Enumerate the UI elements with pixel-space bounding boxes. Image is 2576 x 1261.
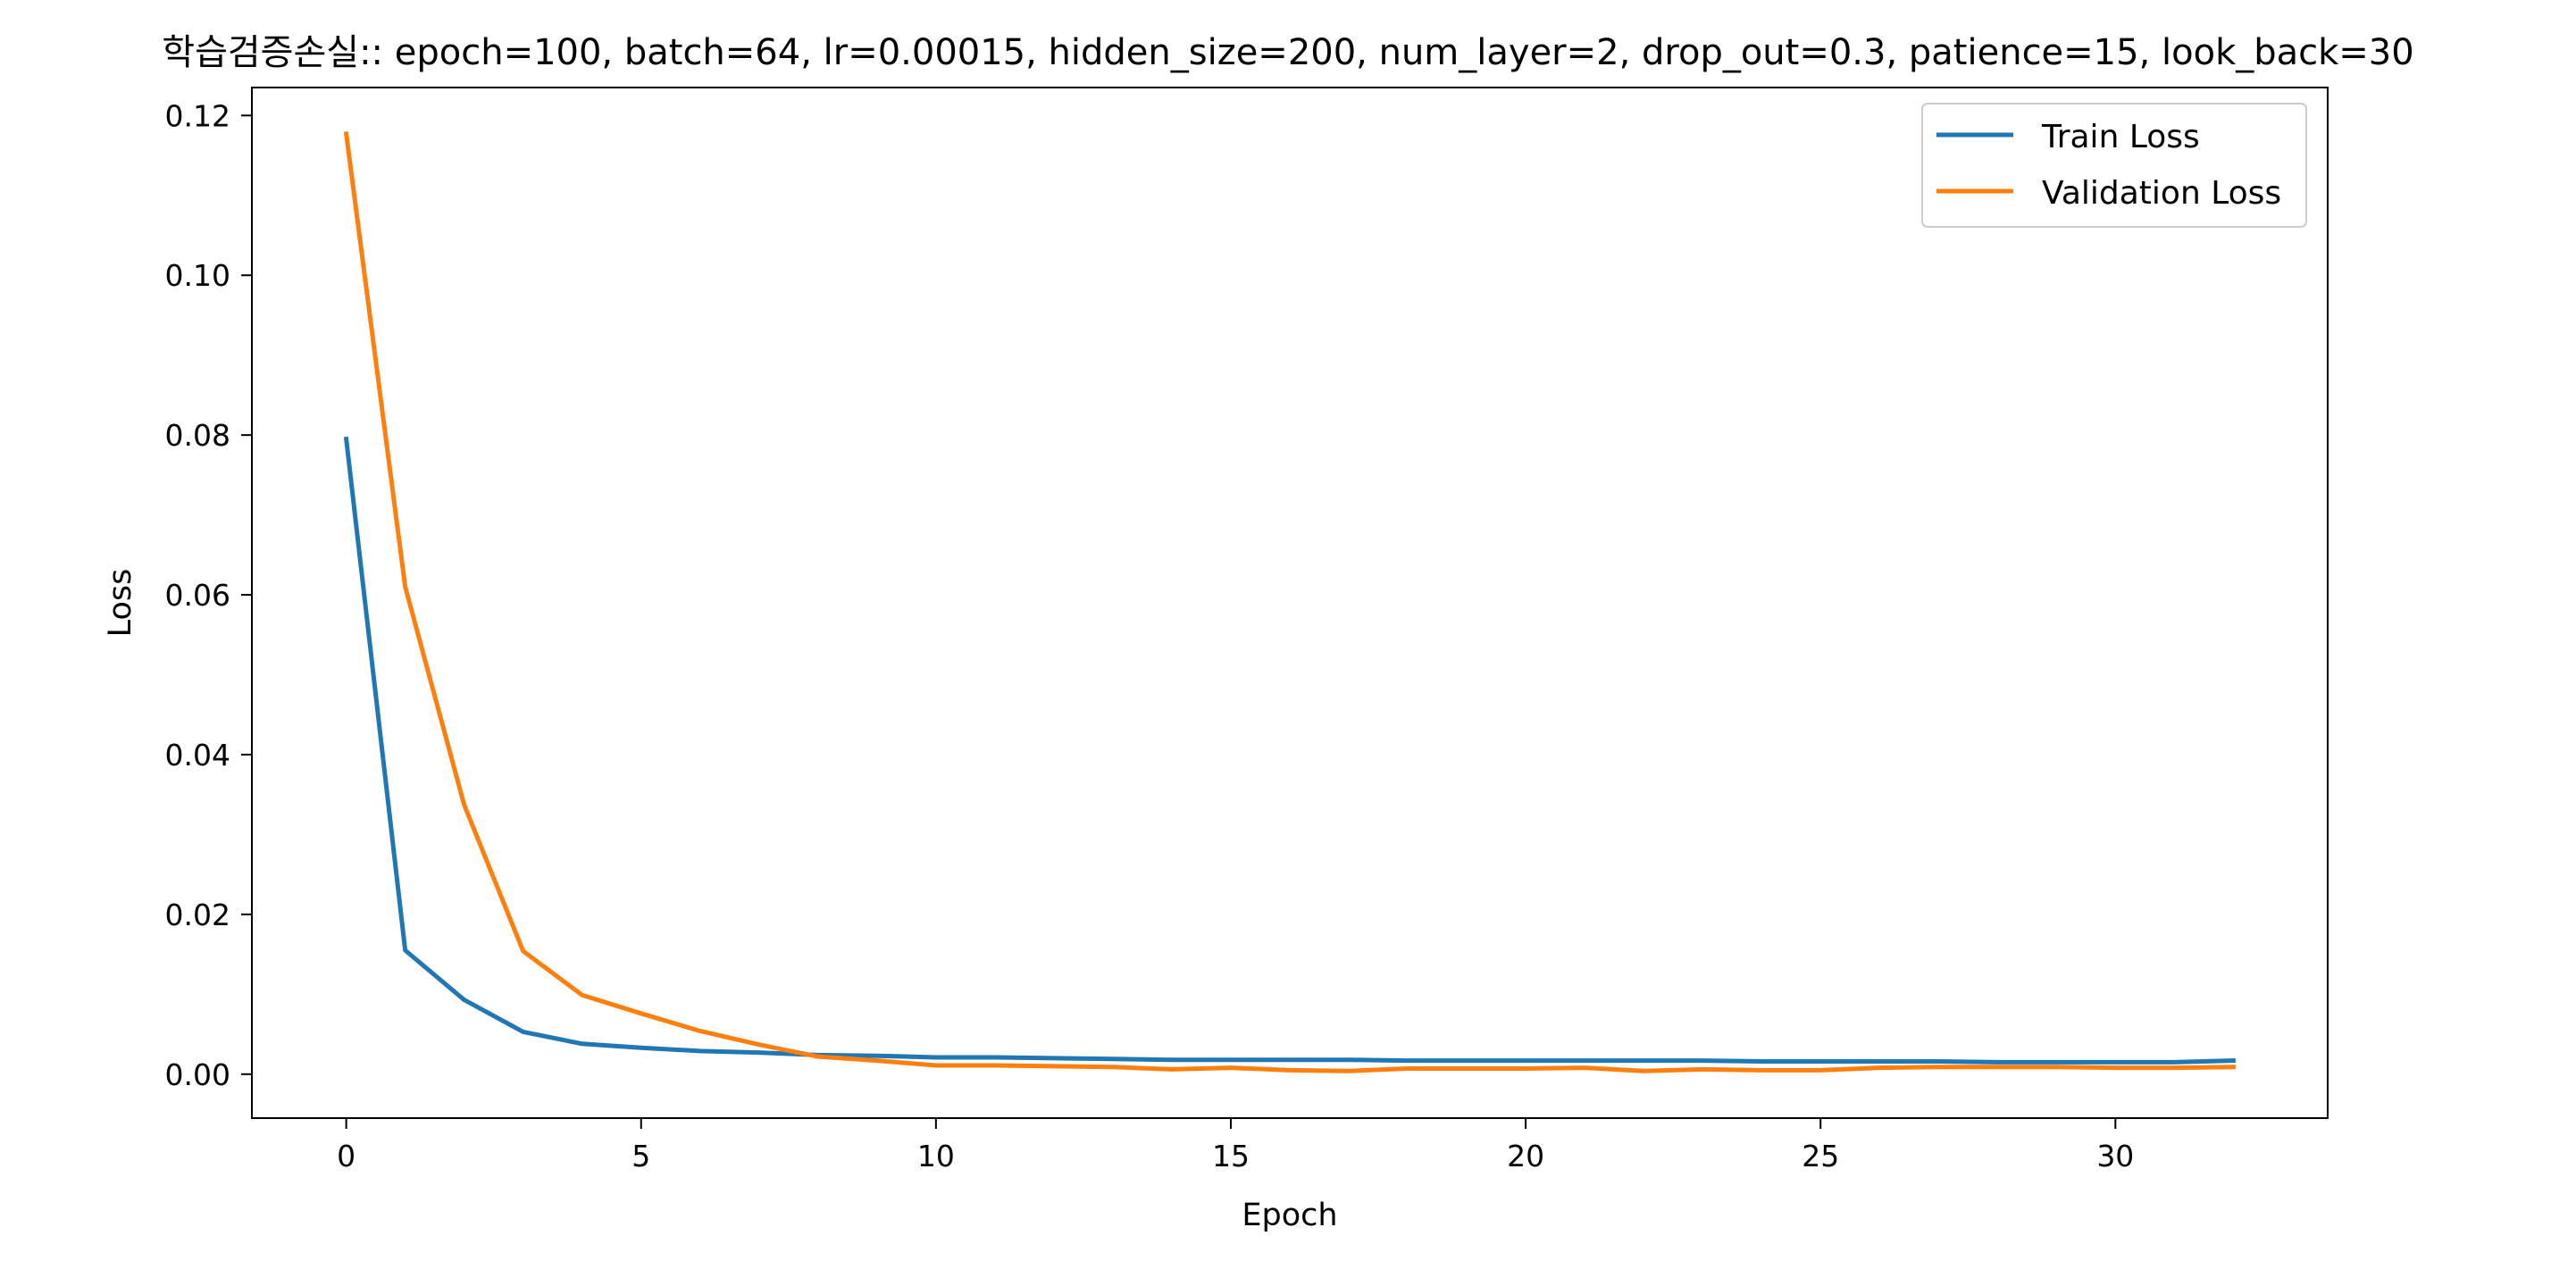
y-tick-label: 0.04 — [165, 738, 230, 772]
plot-area — [251, 87, 2329, 1119]
x-tick-label: 30 — [2096, 1139, 2134, 1173]
y-axis-label: Loss — [103, 569, 138, 638]
x-axis: 0 5 10 15 20 25 30 — [337, 1118, 2134, 1173]
chart-title: 학습검증손실:: epoch=100, batch=64, lr=0.00015… — [162, 32, 2413, 73]
y-tick-label: 0.08 — [165, 418, 230, 453]
y-tick-label: 0.06 — [165, 578, 230, 613]
legend-label-validation-loss: Validation Loss — [2042, 175, 2281, 212]
x-tick-label: 20 — [1507, 1139, 1544, 1173]
y-tick-label: 0.10 — [165, 258, 230, 293]
x-tick-label: 10 — [917, 1139, 955, 1173]
x-tick-label: 0 — [337, 1139, 355, 1173]
y-axis: 0.00 0.02 0.04 0.06 0.08 0.10 0.12 — [165, 98, 252, 1092]
series-line-validation-loss — [343, 131, 2236, 1073]
series-line-train-loss — [343, 436, 2236, 1065]
series-group — [343, 131, 2236, 1073]
x-axis-label: Epoch — [1242, 1198, 1337, 1233]
x-tick-label: 5 — [631, 1139, 650, 1173]
y-tick-label: 0.12 — [165, 98, 230, 133]
x-tick-label: 15 — [1212, 1139, 1250, 1173]
y-tick-label: 0.02 — [165, 898, 230, 932]
legend-label-train-loss: Train Loss — [2041, 119, 2200, 155]
y-tick-label: 0.00 — [165, 1057, 230, 1092]
legend-box — [1921, 103, 2307, 228]
x-tick-label: 25 — [1802, 1139, 1839, 1173]
legend: Train Loss Validation Loss — [1921, 103, 2307, 228]
